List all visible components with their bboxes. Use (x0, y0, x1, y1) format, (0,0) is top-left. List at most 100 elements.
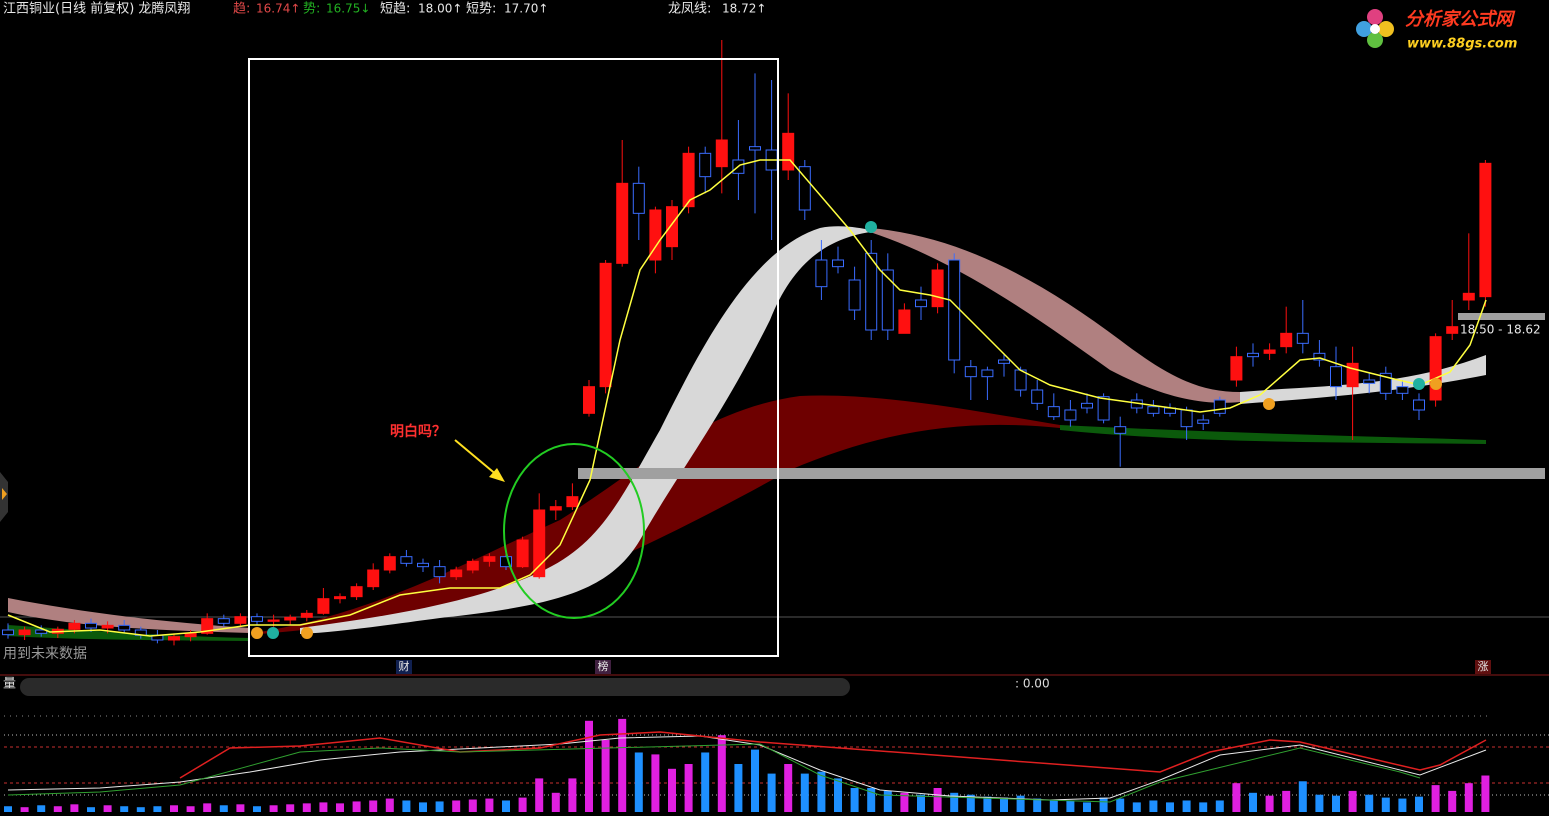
candle-body (865, 252, 878, 331)
volume-bar (1298, 781, 1307, 812)
volume-bar (701, 752, 710, 812)
candle-body (466, 560, 479, 571)
candle-body (1064, 409, 1077, 421)
volume-bar (419, 802, 427, 812)
volume-bar (70, 804, 79, 812)
header-value: 17.70↑ (504, 2, 548, 16)
candle-body (383, 556, 396, 571)
header-label: 短趋: (380, 2, 410, 17)
highlight-box (248, 58, 779, 657)
candle-body (1479, 162, 1492, 298)
volume-bar (1464, 783, 1473, 812)
candle-body (1213, 399, 1226, 414)
logo-petal (1378, 21, 1394, 37)
candle-body (1296, 332, 1309, 344)
candle-body (400, 556, 413, 564)
volume-bar (767, 773, 776, 812)
volume-bar (1398, 798, 1407, 812)
volume-bar (784, 764, 793, 812)
volume-bar (651, 754, 660, 812)
candle-body (516, 539, 529, 568)
candle-body (2, 629, 14, 636)
candle-body (217, 618, 230, 624)
candle-body (1031, 389, 1044, 404)
buy-icon (1263, 398, 1275, 410)
candle-body (184, 632, 197, 638)
marker[interactable]: 榜 (598, 659, 609, 673)
volume-bar (269, 805, 278, 812)
volume-bar (1099, 797, 1108, 812)
volume-bar (53, 806, 62, 812)
volume-bar (136, 807, 145, 812)
buy-icon (1430, 378, 1442, 390)
volume-bar (966, 794, 975, 812)
volume-bar (1315, 794, 1324, 812)
volume-bar (153, 806, 162, 812)
volume-bar (1332, 795, 1340, 812)
volume-bar (1365, 794, 1374, 812)
volume-bar (1116, 798, 1125, 812)
candle-body (599, 262, 612, 388)
candle-body (1396, 386, 1409, 394)
volume-bar (800, 773, 809, 812)
candle-body (350, 586, 363, 598)
candle-body (483, 556, 496, 562)
candle-body (300, 612, 313, 618)
ribbons (8, 226, 1545, 641)
candle-body (168, 636, 180, 641)
volume-bar (1481, 775, 1490, 812)
candle-body (632, 182, 645, 214)
volume-bar (385, 798, 394, 812)
marker[interactable]: 涨 (1478, 660, 1489, 673)
candle-body (649, 209, 662, 261)
candles (2, 40, 1492, 646)
candle-body (666, 206, 678, 248)
candle-body (1247, 352, 1259, 358)
volume-bar (933, 788, 942, 812)
price-range: 18.50 - 18.62 (1460, 323, 1541, 337)
volume-bar (236, 804, 245, 812)
volume-bar (734, 764, 743, 812)
volume-bar (253, 806, 261, 812)
volume-readout: : 0.00 (1015, 677, 1050, 691)
volume-bar (1166, 802, 1174, 812)
candle-body (948, 259, 961, 361)
highlight-ellipse (503, 443, 645, 619)
header-value: 16.75↓ (326, 2, 370, 16)
volume-bar (319, 802, 328, 812)
volume-bar (850, 788, 859, 812)
candle-body (1313, 352, 1326, 361)
candle-body (566, 496, 579, 508)
candle-body (334, 596, 346, 600)
volume-bar (867, 788, 876, 812)
volume-bar (452, 800, 461, 812)
candle-body (68, 622, 81, 630)
candle-body (981, 369, 994, 378)
volume-bar (751, 749, 759, 812)
volume-ma (179, 731, 1487, 779)
volume-bar (717, 735, 726, 812)
candle-body (284, 616, 297, 621)
candle-body (1147, 406, 1160, 414)
volume-bar (1132, 802, 1141, 812)
marker-box (396, 660, 412, 674)
volume-bar (1249, 792, 1257, 812)
buy-icon (301, 627, 313, 639)
header-label: 趋: (233, 2, 250, 17)
candle-body (1363, 379, 1376, 384)
candle-body (101, 624, 114, 629)
volume-bar (684, 764, 693, 812)
arrow (454, 439, 499, 477)
volume-bar (900, 792, 909, 812)
volume-bar (1232, 783, 1241, 812)
volume-bar (1049, 800, 1058, 812)
marker[interactable]: 财 (399, 659, 410, 673)
volume-bar (402, 800, 411, 812)
header-title: 江西铜业(日线 前复权) 龙腾凤翔 (3, 1, 190, 17)
gray-bar (578, 468, 1545, 479)
candle-body (1280, 332, 1293, 348)
volume-bar (1415, 796, 1423, 812)
ribbon-white (1240, 355, 1486, 404)
volume-bar (518, 797, 527, 812)
candle-body (1197, 419, 1210, 424)
